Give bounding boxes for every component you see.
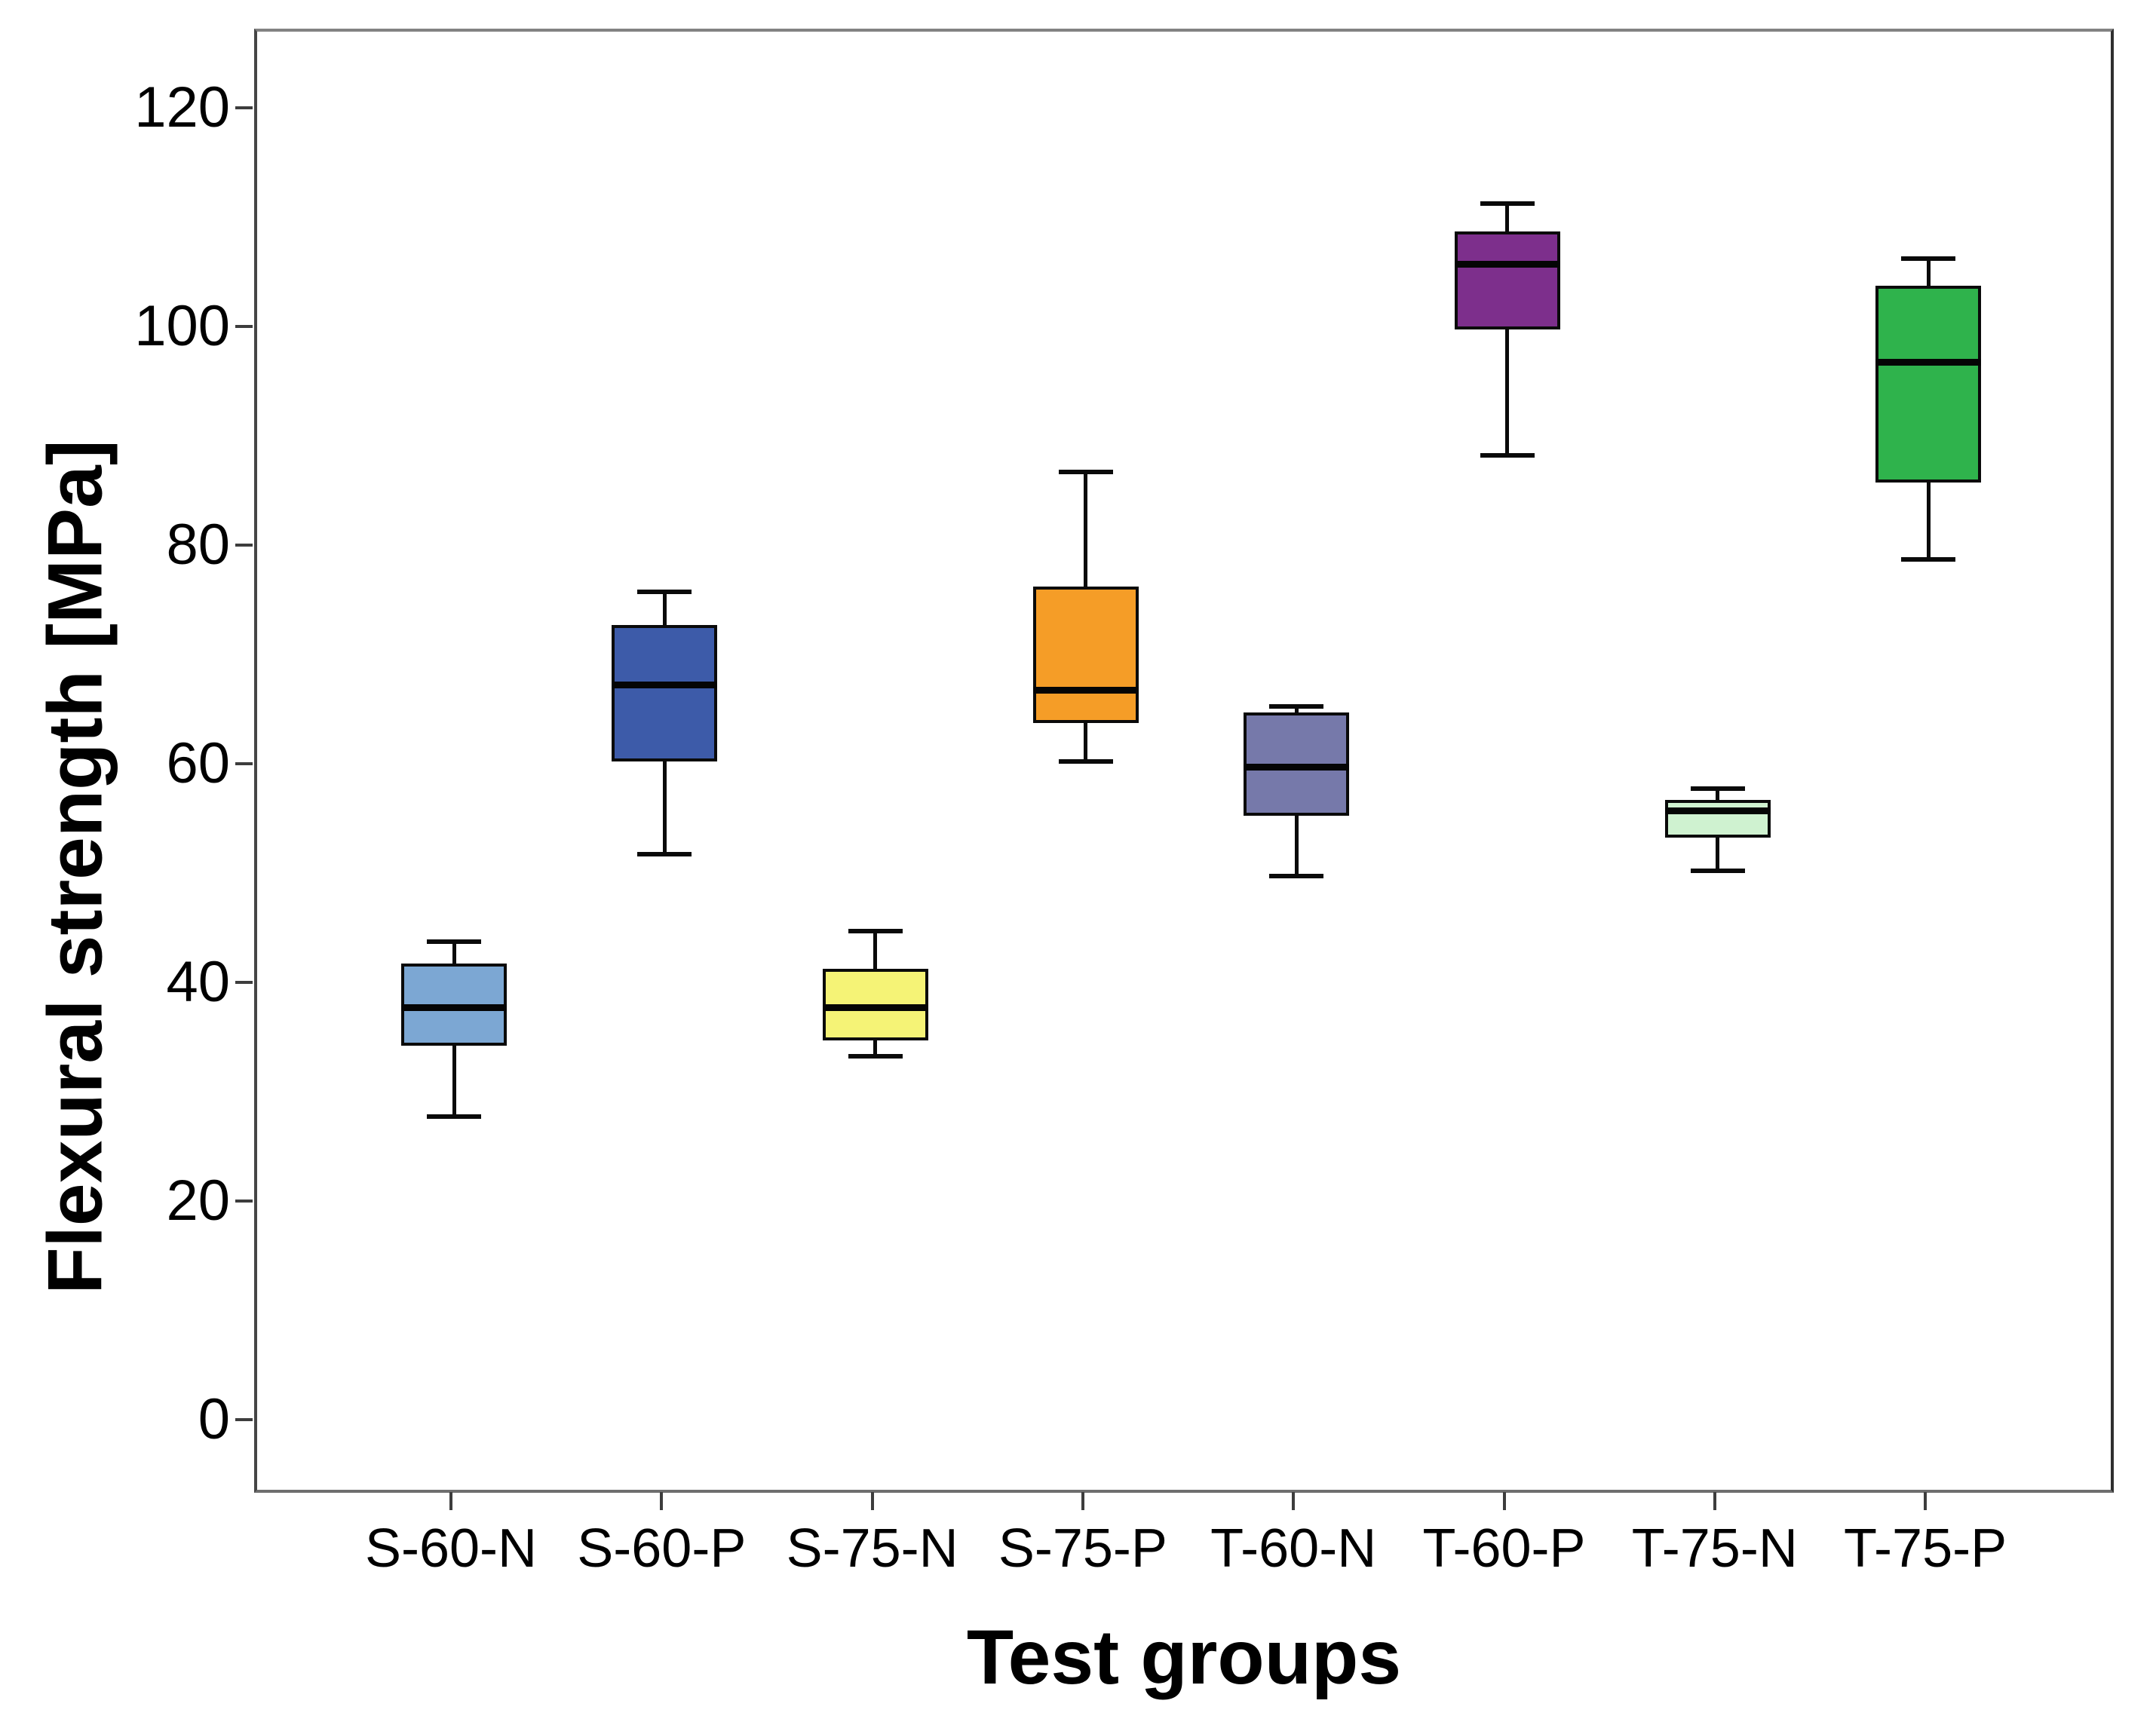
whisker-line bbox=[873, 930, 878, 1057]
y-axis-tick bbox=[235, 106, 253, 109]
x-axis-tick-label: S-60-P bbox=[577, 1518, 747, 1579]
boxplot-group-T-60-N bbox=[257, 32, 2111, 1490]
whisker-cap-top bbox=[637, 590, 692, 594]
y-axis-tick bbox=[235, 981, 253, 984]
box bbox=[612, 624, 718, 761]
whisker-line bbox=[1926, 258, 1931, 559]
box bbox=[401, 964, 507, 1046]
y-axis-tick bbox=[235, 325, 253, 328]
whisker-line bbox=[1084, 471, 1088, 761]
y-axis-tick-label: 100 bbox=[134, 294, 230, 358]
x-axis-tick-label: S-60-N bbox=[364, 1518, 538, 1579]
whisker-cap-top bbox=[1269, 704, 1324, 709]
whisker-cap-bottom bbox=[1480, 452, 1535, 458]
x-axis-tick bbox=[1713, 1492, 1716, 1510]
x-axis-tick bbox=[1292, 1492, 1296, 1510]
boxplot-group-S-75-P bbox=[257, 32, 2111, 1490]
whisker-cap-bottom bbox=[1269, 874, 1324, 878]
median-line bbox=[612, 681, 718, 688]
boxplot-group-T-60-P bbox=[257, 32, 2111, 1490]
box bbox=[1454, 231, 1560, 329]
box bbox=[1875, 286, 1982, 483]
x-axis-title: Test groups bbox=[966, 1614, 1402, 1700]
median-line bbox=[401, 1003, 507, 1011]
boxplot-group-T-75-P bbox=[257, 32, 2111, 1490]
x-axis-tick-label: S-75-N bbox=[786, 1518, 958, 1579]
median-line bbox=[822, 1003, 928, 1011]
x-axis-tick bbox=[1924, 1492, 1928, 1510]
whisker-cap-top bbox=[848, 928, 903, 933]
x-axis-tick bbox=[449, 1492, 452, 1510]
x-axis-tick bbox=[1081, 1492, 1084, 1510]
y-axis-tick bbox=[235, 544, 253, 547]
x-axis-tick bbox=[660, 1492, 664, 1510]
whisker-cap-top bbox=[1480, 201, 1535, 207]
whisker-cap-bottom bbox=[1058, 758, 1113, 764]
whisker-line bbox=[662, 592, 667, 854]
x-axis-tick-label: T-60-N bbox=[1210, 1518, 1377, 1579]
whisker-cap-bottom bbox=[848, 1054, 903, 1059]
whisker-cap-top bbox=[1690, 786, 1745, 791]
whisker-line bbox=[1294, 706, 1299, 876]
x-axis-tick-label: S-75-P bbox=[998, 1518, 1167, 1579]
x-axis-tick-label: T-60-P bbox=[1422, 1518, 1586, 1579]
whisker-line bbox=[1505, 204, 1509, 455]
median-line bbox=[1875, 359, 1982, 366]
median-line bbox=[1664, 807, 1771, 814]
whisker-cap-top bbox=[427, 939, 481, 944]
median-line bbox=[1032, 687, 1139, 694]
whisker-cap-bottom bbox=[427, 1114, 481, 1119]
boxplot-group-T-75-N bbox=[257, 32, 2111, 1490]
y-axis-tick bbox=[235, 1418, 253, 1421]
whisker-cap-bottom bbox=[1690, 868, 1745, 873]
box bbox=[1664, 799, 1771, 838]
y-axis-tick-label: 60 bbox=[166, 731, 230, 795]
x-axis-tick bbox=[1502, 1492, 1506, 1510]
y-axis-tick bbox=[235, 1200, 253, 1203]
x-axis-tick bbox=[870, 1492, 874, 1510]
y-axis-tick-label: 0 bbox=[198, 1387, 230, 1451]
x-axis-tick-label: T-75-P bbox=[1844, 1518, 2007, 1579]
whisker-cap-top bbox=[1901, 256, 1956, 261]
y-axis-tick-label: 40 bbox=[166, 950, 230, 1014]
median-line bbox=[1244, 763, 1350, 771]
whisker-cap-bottom bbox=[1901, 556, 1956, 562]
y-axis-tick-label: 80 bbox=[166, 513, 230, 577]
y-axis-tick-label: 120 bbox=[134, 75, 230, 139]
boxplot-group-S-75-N bbox=[257, 32, 2111, 1490]
whisker-line bbox=[1716, 789, 1720, 871]
whisker-cap-top bbox=[1058, 469, 1113, 474]
box bbox=[1244, 712, 1350, 817]
x-axis-tick-label: T-75-N bbox=[1631, 1518, 1798, 1579]
box bbox=[822, 969, 928, 1040]
median-line bbox=[1454, 260, 1560, 268]
y-axis-tick bbox=[235, 762, 253, 765]
boxplot-group-S-60-P bbox=[257, 32, 2111, 1490]
plot-area bbox=[254, 29, 2114, 1493]
whisker-cap-bottom bbox=[637, 852, 692, 856]
y-axis-tick-label: 20 bbox=[166, 1169, 230, 1233]
box bbox=[1032, 586, 1139, 723]
whisker-line bbox=[452, 942, 456, 1117]
boxplot-group-S-60-N bbox=[257, 32, 2111, 1490]
